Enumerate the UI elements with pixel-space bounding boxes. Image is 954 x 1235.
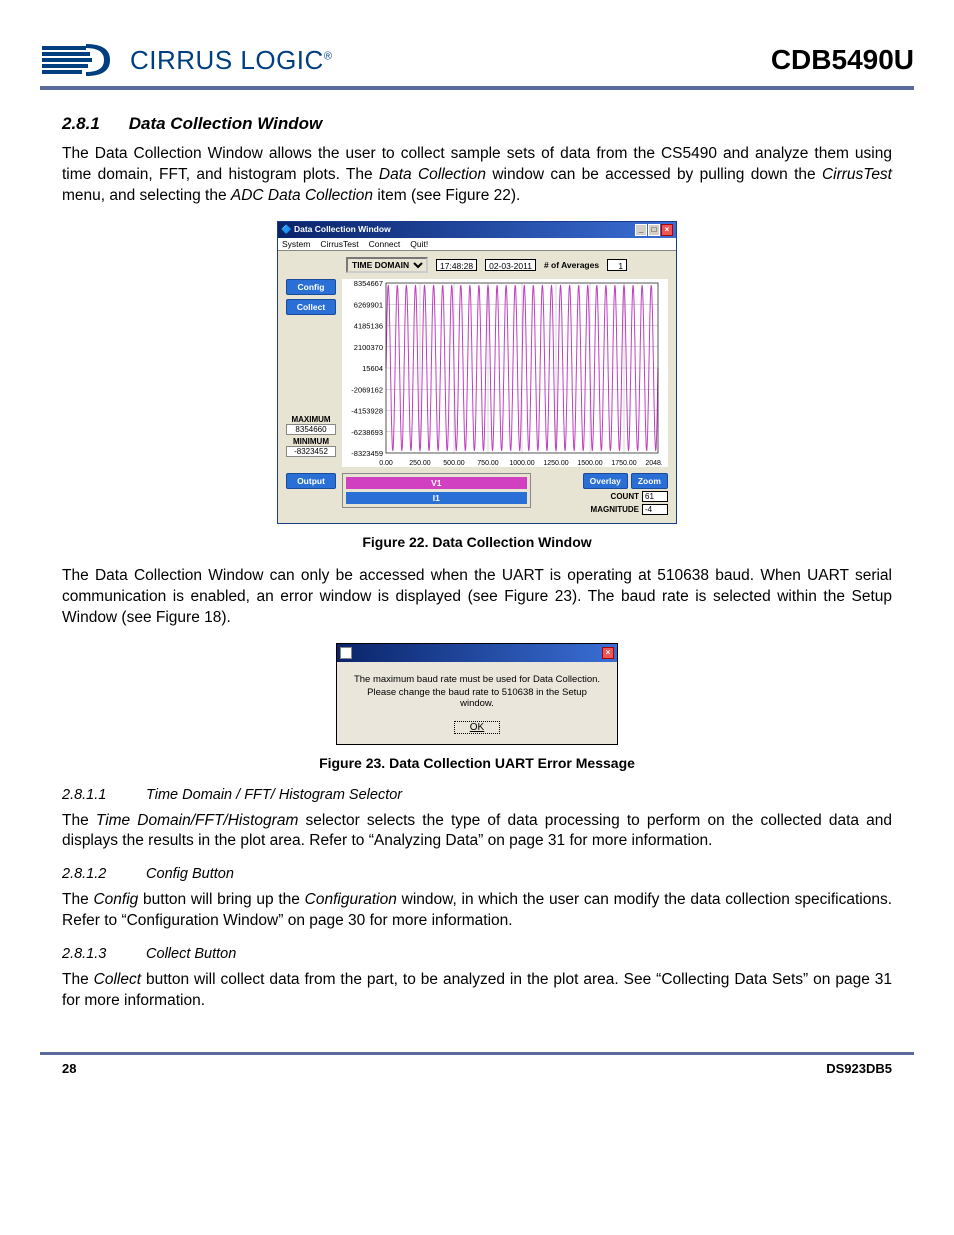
logo-text: CIRRUS LOGIC® bbox=[130, 45, 332, 76]
time-domain-plot: 8354667 6269901 4185136 2100370 15604 -206916… bbox=[342, 279, 668, 467]
mag-value: -4 bbox=[642, 504, 668, 515]
domain-selector[interactable]: TIME DOMAIN bbox=[346, 257, 428, 273]
logo: CIRRUS LOGIC® bbox=[40, 40, 332, 80]
overlay-button[interactable]: Overlay bbox=[583, 473, 628, 489]
svg-text:6269901: 6269901 bbox=[354, 300, 383, 309]
svg-text:4185136: 4185136 bbox=[354, 321, 383, 330]
svg-text:-4153928: -4153928 bbox=[351, 406, 383, 415]
svg-text:2048.00: 2048.00 bbox=[645, 460, 662, 467]
minimize-icon[interactable]: _ bbox=[635, 224, 647, 236]
avg-value[interactable]: 1 bbox=[607, 259, 627, 271]
count-label: COUNT bbox=[611, 492, 639, 501]
fig22-window: 🔷 Data Collection Window _ □ × System Ci… bbox=[277, 221, 677, 524]
menu-cirrustest[interactable]: CirrusTest bbox=[320, 239, 358, 249]
close-icon[interactable]: × bbox=[661, 224, 673, 236]
config-button[interactable]: Config bbox=[286, 279, 336, 295]
sub1-para: The Time Domain/FFT/Histogram selector s… bbox=[40, 811, 914, 853]
sub1-heading: 2.8.1.1 Time Domain / FFT/ Histogram Sel… bbox=[40, 787, 914, 803]
fig22-title: Data Collection Window bbox=[294, 224, 391, 234]
page-number: 28 bbox=[62, 1061, 76, 1076]
menu-system[interactable]: System bbox=[282, 239, 310, 249]
output-button[interactable]: Output bbox=[286, 473, 336, 489]
dialog-line1: The maximum baud rate must be used for D… bbox=[349, 674, 605, 685]
svg-text:-2069162: -2069162 bbox=[351, 385, 383, 394]
svg-text:1750.00: 1750.00 bbox=[611, 460, 636, 467]
sub3-num: 2.8.1.3 bbox=[62, 946, 142, 962]
min-value: -8323452 bbox=[286, 446, 336, 457]
svg-text:2100370: 2100370 bbox=[354, 343, 383, 352]
sub3-para: The Collect button will collect data fro… bbox=[40, 970, 914, 1012]
dialog-line2: Please change the baud rate to 510638 in… bbox=[349, 687, 605, 709]
fig22-menubar: System CirrusTest Connect Quit! bbox=[278, 238, 676, 251]
svg-text:1250.00: 1250.00 bbox=[543, 460, 568, 467]
section-num: 2.8.1 bbox=[62, 114, 124, 134]
channel-v1[interactable]: V1 bbox=[346, 477, 527, 489]
cirrus-logo-icon bbox=[40, 40, 120, 80]
menu-connect[interactable]: Connect bbox=[369, 239, 401, 249]
sub2-title: Config Button bbox=[146, 866, 234, 882]
sub1-num: 2.8.1.1 bbox=[62, 787, 142, 803]
fig22-titlebar: 🔷 Data Collection Window _ □ × bbox=[278, 222, 676, 238]
sub2-num: 2.8.1.2 bbox=[62, 866, 142, 882]
zoom-button[interactable]: Zoom bbox=[631, 473, 668, 489]
min-label: MINIMUM bbox=[286, 437, 336, 446]
svg-text:-6238693: -6238693 bbox=[351, 428, 383, 437]
fig23-caption: Figure 23. Data Collection UART Error Me… bbox=[40, 755, 914, 771]
doc-header: CIRRUS LOGIC® CDB5490U bbox=[40, 40, 914, 80]
fig23-dialog: × The maximum baud rate must be used for… bbox=[336, 643, 618, 745]
svg-text:750.00: 750.00 bbox=[477, 460, 499, 467]
sub2-para: The Config button will bring up the Conf… bbox=[40, 890, 914, 932]
count-value: 61 bbox=[642, 491, 668, 502]
svg-text:1000.00: 1000.00 bbox=[509, 460, 534, 467]
fig22-caption: Figure 22. Data Collection Window bbox=[40, 534, 914, 550]
section-title: Data Collection Window bbox=[129, 114, 322, 133]
svg-text:1500.00: 1500.00 bbox=[577, 460, 602, 467]
doc-name: CDB5490U bbox=[771, 44, 914, 76]
channel-i1[interactable]: I1 bbox=[346, 492, 527, 504]
section-para2: The Data Collection Window can only be a… bbox=[40, 566, 914, 629]
sub1-title: Time Domain / FFT/ Histogram Selector bbox=[146, 787, 402, 803]
time-field: 17:48:28 bbox=[436, 259, 477, 271]
svg-text:-8323459: -8323459 bbox=[351, 449, 383, 458]
sub2-heading: 2.8.1.2 Config Button bbox=[40, 866, 914, 882]
mag-label: MAGNITUDE bbox=[591, 505, 639, 514]
svg-text:0.00: 0.00 bbox=[379, 460, 393, 467]
dialog-close-icon[interactable]: × bbox=[602, 647, 614, 659]
svg-text:250.00: 250.00 bbox=[409, 460, 431, 467]
channel-box: V1 I1 bbox=[342, 473, 531, 508]
svg-text:8354667: 8354667 bbox=[354, 279, 383, 288]
footer: 28 DS923DB5 bbox=[40, 1055, 914, 1076]
avg-label: # of Averages bbox=[544, 260, 599, 270]
date-field: 02-03-2011 bbox=[485, 259, 536, 271]
ok-button[interactable]: OK bbox=[454, 721, 500, 734]
menu-quit[interactable]: Quit! bbox=[410, 239, 428, 249]
max-label: MAXIMUM bbox=[286, 415, 336, 424]
max-value: 8354660 bbox=[286, 424, 336, 435]
maximize-icon[interactable]: □ bbox=[648, 224, 660, 236]
sub3-heading: 2.8.1.3 Collect Button bbox=[40, 946, 914, 962]
svg-text:15604: 15604 bbox=[362, 364, 383, 373]
doc-id: DS923DB5 bbox=[826, 1061, 892, 1076]
header-rule bbox=[40, 86, 914, 90]
dialog-icon bbox=[340, 647, 352, 659]
sub3-title: Collect Button bbox=[146, 946, 236, 962]
section-para1: The Data Collection Window allows the us… bbox=[40, 144, 914, 207]
fig22-toprow: TIME DOMAIN 17:48:28 02-03-2011 # of Ave… bbox=[286, 257, 668, 273]
collect-button[interactable]: Collect bbox=[286, 299, 336, 315]
svg-text:500.00: 500.00 bbox=[443, 460, 465, 467]
section-heading: 2.8.1 Data Collection Window bbox=[40, 114, 914, 134]
